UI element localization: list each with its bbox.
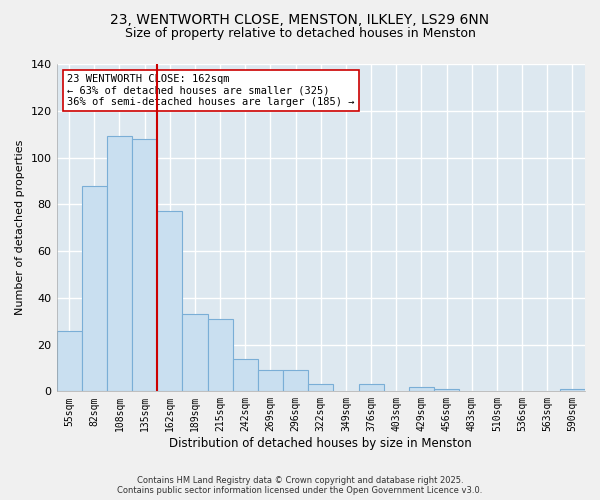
Bar [283,370,308,392]
Bar [157,212,182,392]
Bar [409,386,434,392]
Y-axis label: Number of detached properties: Number of detached properties [15,140,25,316]
Text: Size of property relative to detached houses in Menston: Size of property relative to detached ho… [125,28,475,40]
Bar [434,389,459,392]
Bar [56,330,82,392]
Bar [107,136,132,392]
Text: 23 WENTWORTH CLOSE: 162sqm
← 63% of detached houses are smaller (325)
36% of sem: 23 WENTWORTH CLOSE: 162sqm ← 63% of deta… [67,74,355,107]
Bar [208,319,233,392]
Bar [308,384,334,392]
Text: 23, WENTWORTH CLOSE, MENSTON, ILKLEY, LS29 6NN: 23, WENTWORTH CLOSE, MENSTON, ILKLEY, LS… [110,12,490,26]
Bar [560,389,585,392]
Bar [132,139,157,392]
Bar [359,384,383,392]
X-axis label: Distribution of detached houses by size in Menston: Distribution of detached houses by size … [169,437,472,450]
Text: Contains HM Land Registry data © Crown copyright and database right 2025.
Contai: Contains HM Land Registry data © Crown c… [118,476,482,495]
Bar [258,370,283,392]
Bar [233,358,258,392]
Bar [182,314,208,392]
Bar [82,186,107,392]
